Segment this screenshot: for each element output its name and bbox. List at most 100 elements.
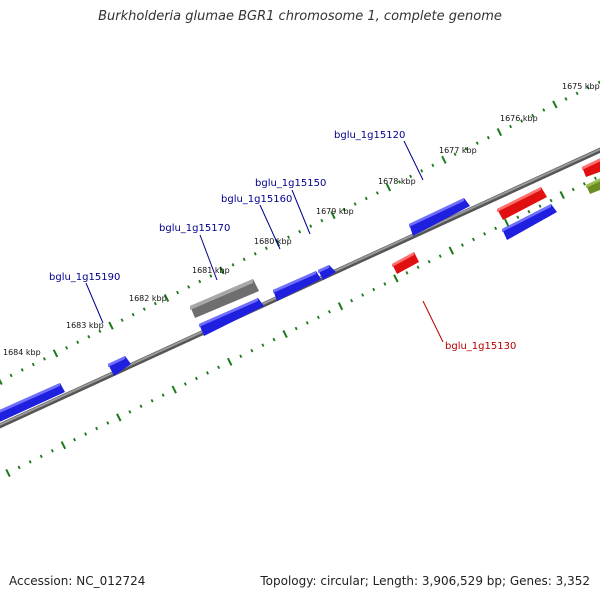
minor-tick: [153, 301, 157, 306]
gene-arrow[interactable]: [497, 187, 547, 220]
major-tick: [552, 100, 558, 109]
minor-tick: [520, 119, 524, 123]
minor-tick: [531, 113, 535, 118]
gene-label[interactable]: bglu_1g15170: [159, 223, 230, 234]
gene-arrow[interactable]: [409, 198, 470, 236]
major-tick: [5, 468, 11, 478]
minor-tick: [327, 309, 331, 314]
major-tick: [116, 413, 122, 422]
minor-tick: [65, 346, 69, 350]
minor-tick: [217, 365, 221, 370]
minor-tick: [242, 257, 246, 262]
minor-tick: [120, 318, 124, 322]
minor-tick: [409, 174, 413, 179]
minor-tick: [353, 202, 357, 206]
minor-tick: [39, 454, 43, 459]
gene-arrow[interactable]: [199, 298, 264, 336]
minor-tick: [20, 368, 24, 372]
minor-tick: [464, 147, 468, 151]
minor-tick: [87, 334, 91, 339]
minor-tick: [398, 180, 402, 184]
major-tick: [330, 211, 336, 220]
minor-tick: [76, 340, 80, 345]
tick-label: 1677 kbp: [439, 146, 477, 155]
minor-tick: [320, 218, 324, 223]
major-tick: [441, 155, 447, 164]
tick-labels: 1675 kbp 1676 kbp 1677 kbp 1678 kbp 1679…: [3, 82, 600, 357]
inner-tick-track: [5, 176, 597, 478]
forward-strand-genes: [0, 198, 557, 424]
gene-arrow[interactable]: [108, 356, 131, 376]
gene-label[interactable]: bglu_1g15120: [334, 130, 405, 141]
major-tick: [52, 349, 59, 358]
major-tick: [337, 302, 344, 311]
gene-arrow[interactable]: [502, 204, 557, 240]
minor-tick: [187, 285, 191, 289]
gene-arrow[interactable]: [318, 265, 336, 280]
tick-label: 1682 kbp: [129, 294, 167, 303]
minor-tick: [582, 182, 586, 186]
minor-tick: [287, 235, 291, 239]
gene-arrow[interactable]: [190, 279, 259, 318]
minor-tick: [31, 362, 35, 367]
gene-label[interactable]: bglu_1g15130: [445, 341, 516, 352]
minor-tick: [372, 287, 376, 292]
major-tick: [227, 357, 233, 366]
major-tick: [282, 329, 288, 339]
minor-tick: [527, 209, 531, 214]
minor-tick: [342, 207, 346, 212]
minor-tick: [17, 465, 21, 470]
minor-tick: [438, 254, 442, 258]
gene-arrow[interactable]: [392, 252, 419, 274]
minor-tick: [42, 357, 46, 361]
minor-tick: [509, 124, 513, 129]
minor-tick: [431, 163, 435, 168]
tick-label: 1680 kbp: [254, 237, 292, 246]
gene-arrow[interactable]: [273, 271, 321, 301]
minor-tick: [427, 259, 431, 264]
minor-tick: [483, 232, 487, 236]
minor-tick: [305, 321, 309, 325]
minor-tick: [131, 312, 135, 317]
accession-text: Accession: NC_012724: [9, 574, 146, 588]
minor-tick: [475, 141, 479, 145]
genome-title: Burkholderia glumae BGR1 chromosome 1, c…: [98, 9, 502, 24]
minor-tick: [28, 460, 32, 464]
minor-tick: [375, 191, 379, 195]
minor-tick: [383, 282, 387, 286]
gene-label[interactable]: bglu_1g15150: [255, 178, 326, 189]
minor-tick: [420, 169, 424, 173]
gene-arrow[interactable]: [586, 176, 600, 194]
reverse-strand-genes: [392, 156, 600, 274]
tick-label: 1683 kbp: [66, 321, 104, 330]
minor-tick: [309, 224, 313, 228]
minor-tick: [272, 337, 276, 342]
label-leaders: [85, 140, 444, 343]
minor-tick: [538, 204, 542, 208]
minor-tick: [472, 237, 475, 242]
major-tick: [385, 183, 392, 192]
tick-label: 1678 kbp: [378, 177, 416, 186]
major-tick: [60, 441, 67, 450]
gene-label[interactable]: bglu_1g15190: [49, 272, 120, 283]
minor-tick: [460, 243, 464, 247]
tick-label: 1675 kbp: [562, 82, 600, 91]
minor-tick: [50, 449, 54, 453]
gene-arrow[interactable]: [582, 156, 600, 177]
minor-tick: [575, 91, 579, 96]
gene-arrow[interactable]: [0, 383, 65, 424]
minor-tick: [261, 343, 265, 347]
minor-tick: [264, 246, 268, 250]
minor-tick: [128, 410, 132, 414]
minor-tick: [593, 176, 597, 181]
gene-label[interactable]: bglu_1g15160: [221, 194, 292, 205]
minor-tick: [361, 293, 365, 297]
minor-tick: [298, 229, 302, 234]
major-tick: [496, 128, 503, 137]
major-tick: [171, 385, 177, 394]
major-tick: [219, 266, 225, 275]
minor-tick: [95, 426, 99, 431]
minor-tick: [231, 263, 235, 267]
minor-tick: [150, 398, 154, 403]
major-tick: [559, 190, 565, 200]
